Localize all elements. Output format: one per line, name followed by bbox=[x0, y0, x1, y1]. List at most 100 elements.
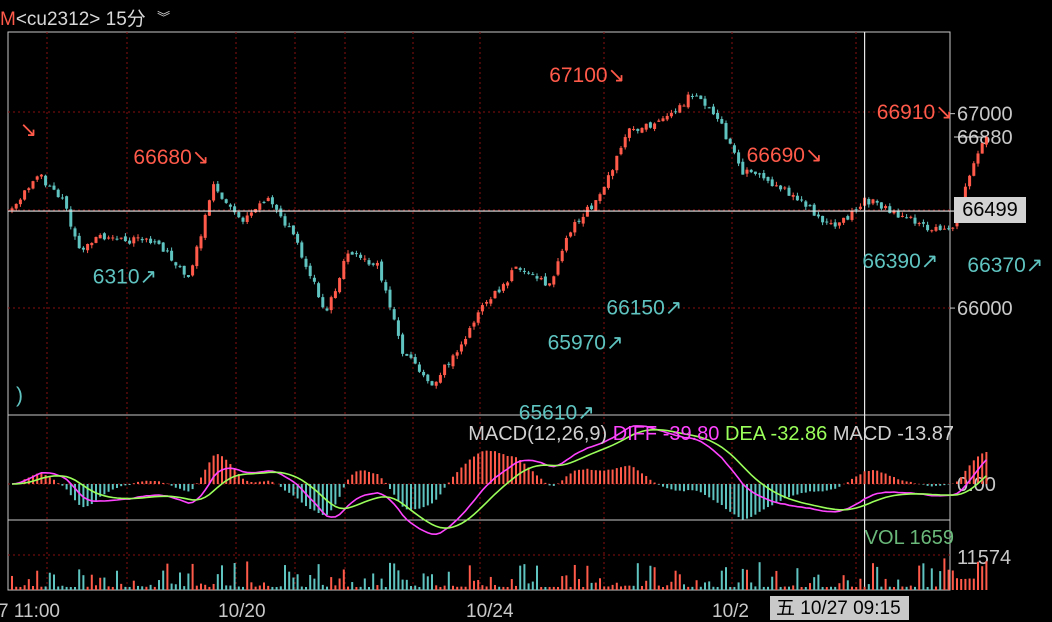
candle-body bbox=[363, 258, 367, 260]
candle-body bbox=[783, 187, 787, 189]
candle-body bbox=[434, 381, 438, 386]
candle-body bbox=[86, 244, 90, 251]
candle-body bbox=[947, 228, 951, 230]
volume-bar bbox=[519, 565, 522, 590]
volume-bar bbox=[956, 578, 958, 590]
volume-bar bbox=[947, 569, 950, 590]
volume-bar bbox=[128, 586, 131, 590]
diff-line bbox=[11, 425, 987, 536]
candle bbox=[342, 258, 346, 280]
candle-body bbox=[459, 344, 463, 352]
volume-bar bbox=[708, 581, 711, 590]
volume-bar bbox=[447, 571, 450, 590]
volume-bar bbox=[863, 586, 866, 590]
volume-bar bbox=[657, 585, 660, 590]
volume-bar bbox=[964, 578, 967, 590]
candle-body bbox=[875, 200, 879, 203]
volume-bar bbox=[258, 585, 261, 590]
candle bbox=[81, 246, 85, 253]
candle bbox=[980, 142, 984, 154]
candle-body bbox=[375, 262, 379, 266]
volume-bar bbox=[494, 585, 496, 590]
volume-bar bbox=[221, 565, 223, 590]
candle-body bbox=[720, 119, 724, 124]
candle bbox=[123, 233, 127, 242]
candle bbox=[900, 212, 904, 218]
macd-histogram bbox=[15, 450, 988, 520]
volume-bar bbox=[326, 586, 328, 590]
candle bbox=[380, 259, 384, 283]
candle-body bbox=[321, 297, 325, 308]
volume-bar bbox=[775, 570, 778, 590]
volume-bar bbox=[372, 573, 375, 590]
candle-body bbox=[804, 201, 808, 207]
candle bbox=[728, 137, 732, 145]
candle-body bbox=[816, 214, 820, 217]
last-price-label: 66880 bbox=[957, 127, 1013, 149]
volume-bar bbox=[489, 576, 492, 590]
symbol-label[interactable]: <cu2312> bbox=[15, 9, 101, 30]
volume-bar bbox=[569, 586, 572, 590]
volume-bar bbox=[204, 584, 207, 590]
volume-bar bbox=[737, 582, 740, 590]
volume-bar bbox=[544, 586, 547, 590]
volume-bar bbox=[590, 582, 593, 590]
candle bbox=[678, 103, 682, 114]
volume-bar bbox=[691, 586, 694, 590]
candle bbox=[854, 206, 858, 214]
candle bbox=[653, 122, 657, 132]
volume-bar bbox=[86, 586, 89, 590]
volume-bar bbox=[502, 586, 505, 590]
candle bbox=[674, 108, 678, 115]
candle bbox=[640, 127, 644, 134]
volume-bar bbox=[678, 574, 681, 590]
candle-body bbox=[980, 143, 984, 154]
volume-bar bbox=[321, 584, 324, 590]
period-label[interactable]: 15分 bbox=[105, 9, 146, 30]
volume-bar bbox=[132, 580, 135, 590]
candle bbox=[77, 232, 81, 249]
volume-bar bbox=[855, 586, 858, 590]
candle bbox=[56, 188, 60, 198]
volume-bar bbox=[124, 586, 127, 590]
candle-body bbox=[44, 175, 48, 186]
candle bbox=[564, 235, 568, 253]
volume-bar bbox=[187, 573, 190, 590]
candle-body bbox=[787, 187, 791, 196]
candle bbox=[472, 320, 476, 330]
volume-bar bbox=[767, 586, 769, 590]
candle bbox=[623, 134, 627, 150]
candle-body bbox=[627, 128, 631, 138]
volume-bar bbox=[216, 574, 219, 590]
candle-body bbox=[195, 246, 199, 267]
candle-body bbox=[581, 216, 585, 224]
candle-body bbox=[539, 277, 543, 280]
volume-bars bbox=[11, 558, 988, 590]
candle-body bbox=[35, 176, 39, 180]
candle bbox=[182, 265, 186, 278]
candle-body bbox=[228, 204, 232, 207]
candle-body bbox=[73, 228, 77, 237]
volume-bar bbox=[699, 586, 702, 590]
volume-bar bbox=[914, 586, 916, 590]
volume-bar bbox=[607, 586, 610, 590]
volume-bar bbox=[527, 583, 530, 590]
volume-bar bbox=[305, 586, 307, 590]
volume-bar bbox=[977, 561, 979, 590]
candle-body bbox=[892, 210, 896, 214]
volume-bar bbox=[653, 567, 656, 590]
candle-body bbox=[598, 194, 602, 201]
candle bbox=[972, 161, 976, 177]
volume-bar bbox=[288, 571, 291, 590]
candle bbox=[321, 293, 325, 309]
volume-bar bbox=[620, 586, 622, 590]
candle-body bbox=[90, 242, 94, 246]
chart-header: M<cu2312> 15分 ︾ bbox=[0, 4, 170, 31]
volume-bar bbox=[242, 586, 244, 590]
candle bbox=[455, 350, 459, 360]
candle-body bbox=[648, 122, 652, 128]
candle bbox=[577, 218, 581, 224]
double-chevron-down-icon[interactable]: ︾ bbox=[157, 10, 171, 25]
volume-bar bbox=[628, 585, 631, 590]
